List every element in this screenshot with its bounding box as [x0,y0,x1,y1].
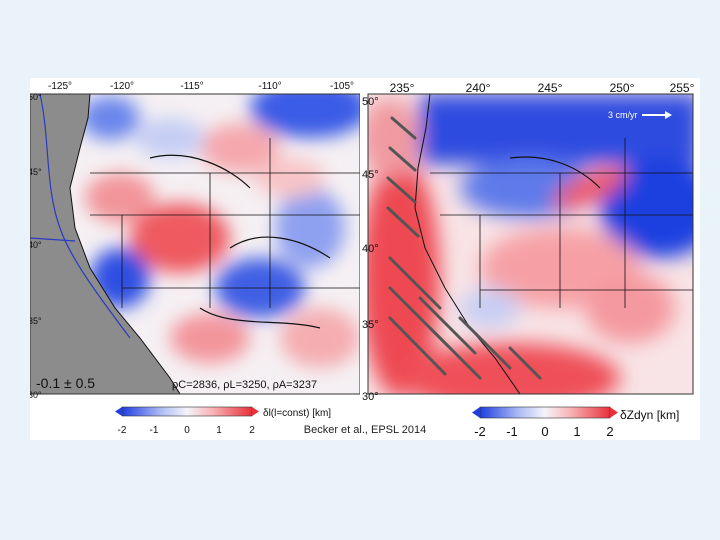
right-map-svg: 3 cm/yr 235° 240° 245° 250° 255° 50° 45°… [362,81,695,439]
left-lat-tick: 50° [30,92,42,102]
right-lon-tick: 250° [610,81,635,95]
right-map-field: 3 cm/yr [368,94,693,394]
right-lon-tick: 235° [390,81,415,95]
left-density-label: ρC=2836, ρL=3250, ρA=3237 [172,379,317,391]
right-colorbar-arrow [472,407,480,418]
right-colorbar-tick: 0 [541,424,548,439]
left-colorbar-tick: 2 [249,425,255,436]
right-colorbar-tick: -2 [474,424,486,439]
left-colorbar-tick: -1 [150,425,159,436]
left-lat-tick: 35° [30,316,42,326]
left-colorbar-tick: 1 [216,425,222,436]
right-lon-tick: 255° [670,81,695,95]
right-velocity-vectors [386,116,542,380]
left-map-panel: -125° -120° -115° -110° -105° 50° 45° 40… [28,78,361,440]
right-lat-tick: 35° [362,319,379,331]
right-lat-tick: 45° [362,169,379,181]
citation-caption: Becker et al., EPSL 2014 [290,424,440,436]
left-lon-tick: -105° [330,81,354,92]
right-colorbar-tick: 1 [573,424,580,439]
right-colorbar-tick: -1 [506,424,518,439]
left-colorbar [121,406,253,417]
left-lon-tick: -120° [110,81,134,92]
right-lat-tick: 50° [362,96,379,108]
left-lat-tick: 40° [30,240,42,250]
right-colorbar-arrow [610,407,618,418]
left-lon-tick: -125° [48,81,72,92]
right-lat-tick: 40° [362,243,379,255]
left-colorbar-arrow [115,407,122,416]
velocity-scale-arrowhead [665,111,672,119]
right-colorbar-tick: 2 [606,424,613,439]
left-map-field [30,94,360,394]
right-map-panel: 3 cm/yr 235° 240° 245° 250° 255° 50° 45°… [360,78,700,440]
right-colorbar [479,406,611,419]
left-map-svg: -125° -120° -115° -110° -105° 50° 45° 40… [28,81,361,436]
left-lat-tick: 30° [30,390,42,400]
left-colorbar-arrow [252,407,259,416]
right-lon-tick: 240° [466,81,491,95]
velocity-scale-label: 3 cm/yr [608,110,638,120]
left-ocean [30,94,180,394]
left-stat-label: -0.1 ± 0.5 [36,375,95,391]
left-lon-tick: -110° [258,81,281,92]
right-lat-tick: 30° [362,391,379,403]
left-colorbar-tick: -2 [118,425,127,436]
right-colorbar-label: δZdyn [km] [620,408,679,422]
left-colorbar-label: δl(l=const) [km] [263,408,331,419]
right-lon-tick: 245° [538,81,563,95]
left-lat-tick: 45° [30,167,42,177]
left-lon-tick: -115° [180,81,203,92]
left-colorbar-tick: 0 [184,425,190,436]
